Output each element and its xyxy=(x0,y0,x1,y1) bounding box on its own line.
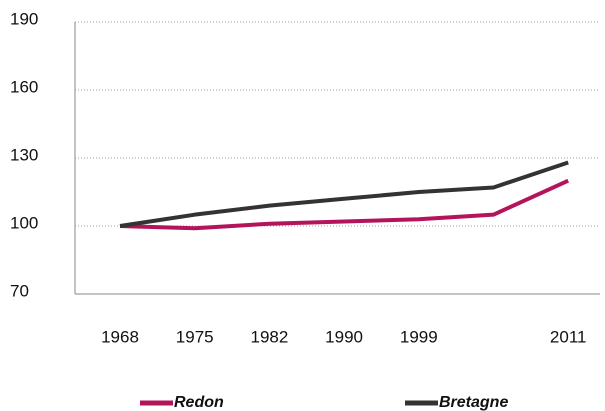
y-tick-label: 190 xyxy=(10,9,38,28)
x-tick-label: 2011 xyxy=(550,327,587,346)
x-tick-label: 1968 xyxy=(101,327,139,346)
x-tick-label: 1990 xyxy=(325,327,363,346)
y-tick-label: 100 xyxy=(10,213,38,232)
y-tick-label: 160 xyxy=(10,77,38,96)
x-tick-label: 1975 xyxy=(176,327,214,346)
legend-label: Bretagne xyxy=(439,394,508,411)
line-series xyxy=(119,160,569,228)
legend-label: Redon xyxy=(174,394,224,411)
y-tick-label: 70 xyxy=(10,281,29,300)
y-tick-label: 130 xyxy=(10,145,38,164)
x-tick-label: 1982 xyxy=(250,327,288,346)
x-tick-label: 1999 xyxy=(400,327,438,346)
line-series xyxy=(119,178,570,231)
